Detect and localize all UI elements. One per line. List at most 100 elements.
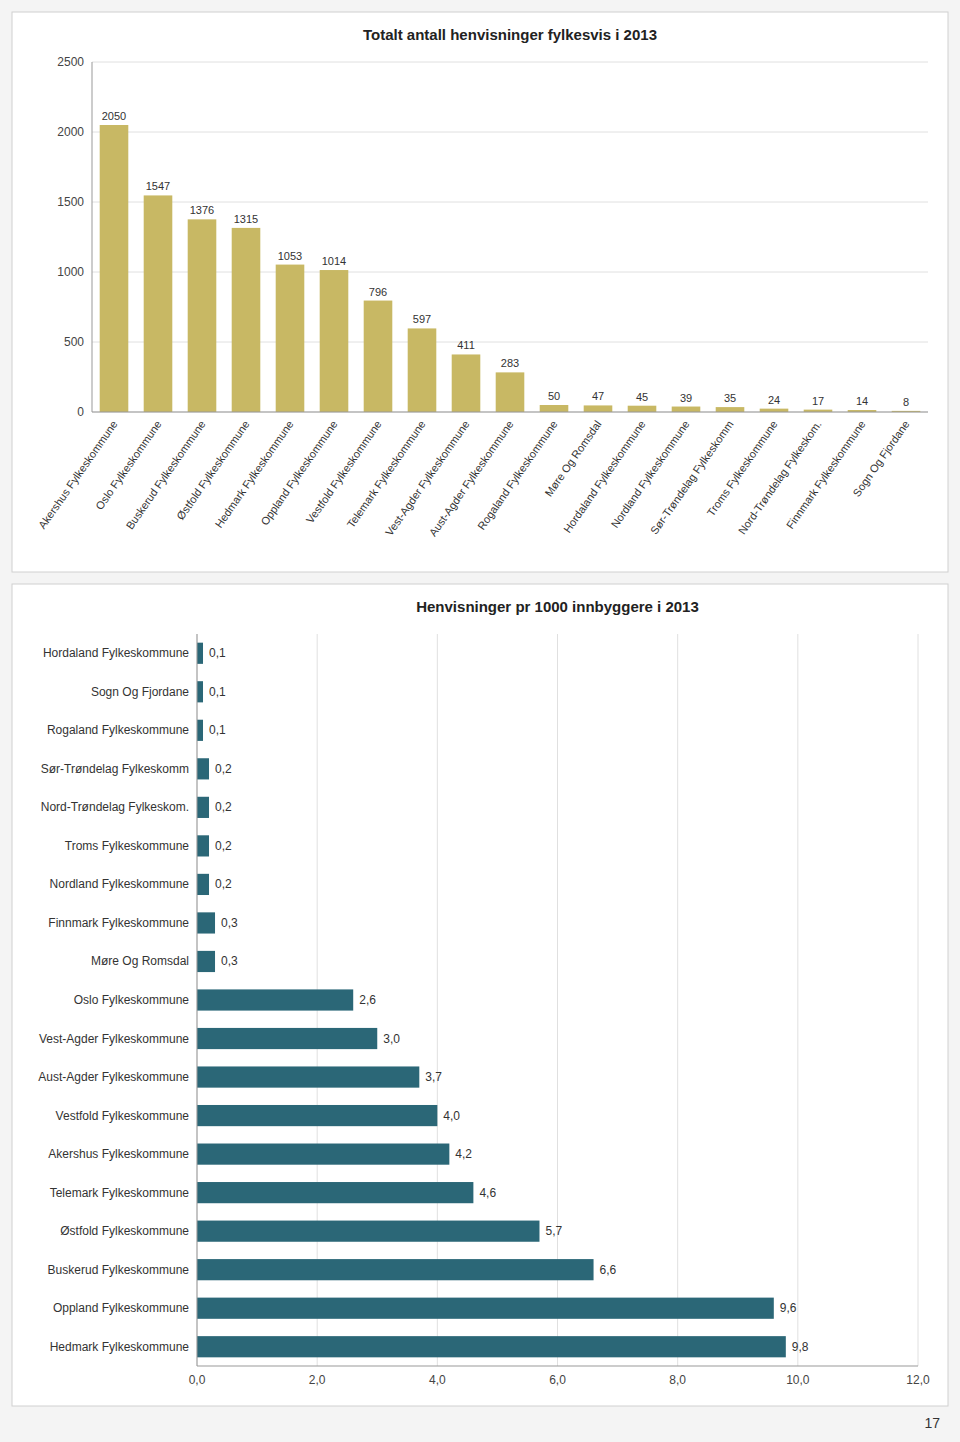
grid-line [92,132,928,133]
y-axis-line [92,62,93,412]
data-label: 0,3 [221,916,238,930]
bar [197,720,203,741]
bars [100,125,921,412]
data-label: 411 [457,339,475,351]
x-tick-label: 2,0 [309,1373,326,1387]
data-label: 597 [413,313,431,325]
y-tick-label: Telemark Fylkeskommune [50,1186,190,1200]
y-tick-label: Møre Og Romsdal [91,954,189,968]
x-tick-label: 4,0 [429,1373,446,1387]
y-tick-label: Finnmark Fylkeskommune [48,916,189,930]
y-tick-label: Aust-Agder Fylkeskommune [38,1070,189,1084]
y-tick-label: Østfold Fylkeskommune [60,1224,189,1238]
data-label: 0,1 [209,723,226,737]
x-tick-label: Sør-Trøndelag Fylkeskomm [648,418,736,536]
y-tick-label: Nord-Trøndelag Fylkeskom. [41,800,189,814]
grid [197,634,918,1366]
y-tick-label: 2000 [57,125,84,139]
bar [197,1105,437,1126]
grid-line [92,272,928,273]
bar [584,405,613,412]
data-label: 4,6 [479,1186,496,1200]
x-axis-line [92,412,928,413]
bars [197,643,786,1358]
grid-line [797,634,798,1366]
y-tick-label: Troms Fylkeskommune [65,839,190,853]
bar [188,219,217,412]
data-label: 39 [680,392,692,404]
bar [100,125,129,412]
data-label: 2050 [102,110,126,122]
data-label: 0,2 [215,800,232,814]
bar [197,835,209,856]
bar [197,1144,449,1165]
y-tick-label: Vest-Agder Fylkeskommune [39,1032,189,1046]
y-tick-label: Nordland Fylkeskommune [50,877,190,891]
chart: Totalt antall henvisninger fylkesvis i 2… [12,12,948,572]
data-label: 1547 [146,180,170,192]
grid-line [92,202,928,203]
data-label: 45 [636,391,648,403]
data-label: 1315 [234,213,258,225]
bar [197,758,209,779]
data-label: 35 [724,392,736,404]
bar [197,797,209,818]
data-label: 47 [592,390,604,402]
x-tick-label: 6,0 [549,1373,566,1387]
x-tick-label: 8,0 [669,1373,686,1387]
y-tick-label: 1000 [57,265,84,279]
bar [452,354,481,412]
grid-line [437,634,438,1366]
y-tick-label: Vestfold Fylkeskommune [56,1109,190,1123]
x-tick-label: Finnmark Fylkeskommune [784,418,868,531]
page: Totalt antall henvisninger fylkesvis i 2… [0,0,960,1442]
grid [92,62,928,412]
data-label: 0,2 [215,839,232,853]
y-tick-label: Akershus Fylkeskommune [48,1147,189,1161]
bar [197,989,353,1010]
y-tick-label: Sogn Og Fjordane [91,685,189,699]
data-label: 17 [812,395,824,407]
bar [276,265,305,412]
x-tick-label: Aust-Agder Fylkeskommune [427,418,516,538]
data-label: 24 [768,394,780,406]
grid-line [918,634,919,1366]
x-tick-label: Sogn Og Fjordane [850,418,911,499]
y-tick-label: 0 [77,405,84,419]
data-label: 14 [856,395,868,407]
y-tick-label: Sør-Trøndelag Fylkeskomm [41,762,189,776]
chart-title: Totalt antall henvisninger fylkesvis i 2… [363,26,657,43]
data-label: 8 [903,396,909,408]
bar [408,328,437,412]
labels: 050010001500200025002050Akershus Fylkesk… [36,55,912,538]
data-label: 3,7 [425,1070,442,1084]
bar [197,874,209,895]
grid-line [197,634,198,1366]
bar [197,681,203,702]
bar [496,372,525,412]
page-number: 17 [924,1415,940,1431]
labels: 0,02,04,06,08,010,012,00,1Hordaland Fylk… [38,646,930,1387]
x-tick-label: Østfold Fylkeskommune [174,418,252,522]
x-tick-label: Hordaland Fylkeskommune [561,418,648,535]
bar [197,1298,774,1319]
y-tick-label: Buskerud Fylkeskommune [48,1263,190,1277]
bar [628,406,657,412]
x-tick-label: 12,0 [906,1373,930,1387]
data-label: 0,1 [209,646,226,660]
data-label: 4,0 [443,1109,460,1123]
y-tick-label: 1500 [57,195,84,209]
y-axis-line [197,634,198,1366]
x-tick-label: Nordland Fylkeskommune [609,418,692,530]
bar [197,1028,377,1049]
data-label: 0,2 [215,762,232,776]
bar [540,405,569,412]
data-label: 5,7 [545,1224,562,1238]
bar [672,407,701,412]
grid-line [92,62,928,63]
x-tick-label: Hedmark Fylkeskommune [213,418,296,530]
bar [144,195,173,412]
data-label: 3,0 [383,1032,400,1046]
chart-title: Henvisninger pr 1000 innbyggere i 2013 [416,598,699,615]
data-label: 0,3 [221,954,238,968]
